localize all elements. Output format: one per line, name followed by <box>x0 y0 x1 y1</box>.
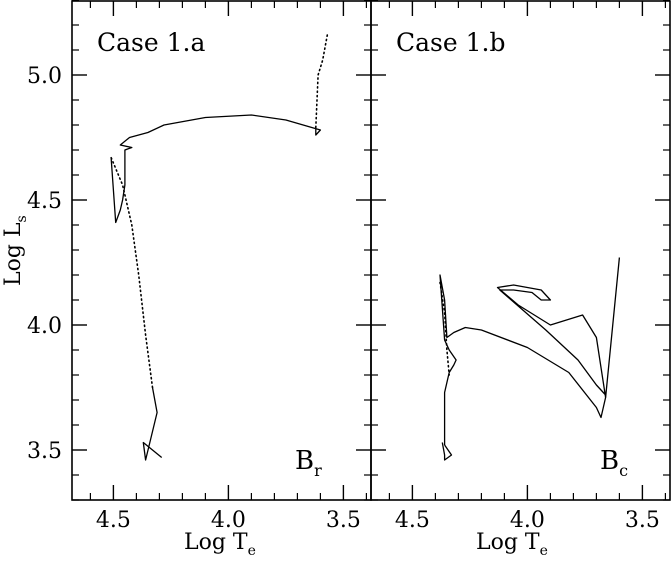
panel-title-case-1a: Case 1.a <box>97 28 205 57</box>
track-segment-1-0 <box>441 442 453 461</box>
x-axis-label-right-sub: e <box>540 543 548 559</box>
corner-label-bc: Bc <box>600 446 628 480</box>
track-segment-1-3 <box>496 284 607 398</box>
x-tick-label-1-0: 4.5 <box>395 508 430 533</box>
track-segment-1-1 <box>439 257 621 445</box>
y-axis-label-sub: s <box>14 215 30 222</box>
x-tick-label-0-2: 3.5 <box>326 508 361 533</box>
x-tick-label-1-2: 3.5 <box>625 508 660 533</box>
track-segment-1-2 <box>439 281 450 376</box>
x-axis-label-left-sub: e <box>248 543 256 559</box>
x-axis-label-left: Log Te <box>184 530 256 559</box>
corner-label-bc-main: B <box>600 446 619 476</box>
track-segment-0-2 <box>110 114 322 224</box>
track-segment-0-3 <box>315 34 329 129</box>
x-axis-label-left-main: Log T <box>184 530 248 555</box>
x-tick-label-0-0: 4.5 <box>96 508 131 533</box>
y-tick-label-1: 4.0 <box>27 314 62 339</box>
corner-label-br: Br <box>295 446 322 480</box>
y-axis-label: Log Ls <box>1 215 30 286</box>
panel-title-case-1b: Case 1.b <box>396 28 505 57</box>
x-axis-label-right: Log Te <box>476 530 548 559</box>
x-tick-label-0-1: 4.0 <box>211 508 246 533</box>
corner-label-br-main: B <box>295 446 314 476</box>
y-tick-label-2: 4.5 <box>27 189 62 214</box>
panel-case-1a: 3.5 4.0 4.5 5.0 4.5 4.0 3.5 <box>27 0 372 533</box>
y-tick-label-3: 5.0 <box>27 64 62 89</box>
corner-label-bc-sub: c <box>619 461 628 480</box>
track-segment-0-0 <box>142 387 163 461</box>
x-axis-label-right-main: Log T <box>476 530 540 555</box>
corner-label-br-sub: r <box>314 461 322 480</box>
y-tick-label-0: 3.5 <box>27 439 62 464</box>
x-tick-label-1-1: 4.0 <box>510 508 545 533</box>
y-axis-label-main: Log L <box>1 222 26 286</box>
panel-case-1b: 4.5 4.0 3.5 <box>370 0 671 533</box>
track-segment-0-1 <box>110 156 154 389</box>
